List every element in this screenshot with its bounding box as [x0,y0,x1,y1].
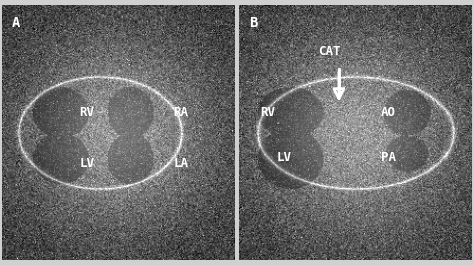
Text: RV: RV [79,106,94,119]
Text: PA: PA [381,151,396,165]
Text: AO: AO [381,106,396,119]
Text: RV: RV [260,106,275,119]
Text: RA: RA [173,106,188,119]
Text: B: B [249,16,257,30]
Text: CAT: CAT [318,45,341,58]
Text: LV: LV [277,151,292,165]
Text: LA: LA [173,157,188,170]
Text: A: A [12,16,20,30]
Text: LV: LV [79,157,94,170]
